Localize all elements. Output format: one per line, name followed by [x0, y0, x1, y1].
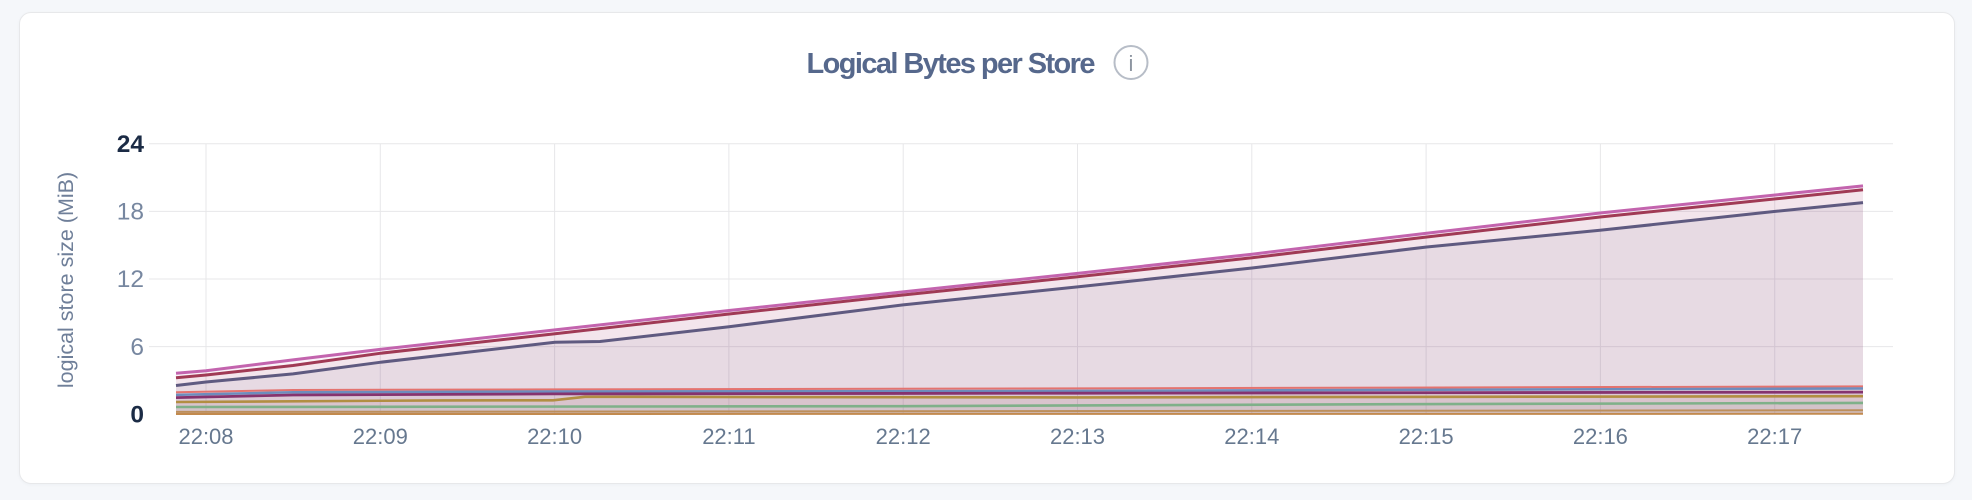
svg-text:Logical Bytes per Store: Logical Bytes per Store — [807, 48, 1096, 80]
svg-text:6: 6 — [130, 334, 144, 361]
svg-text:22:08: 22:08 — [178, 424, 233, 449]
svg-text:0: 0 — [130, 401, 144, 428]
svg-text:18: 18 — [117, 199, 144, 226]
svg-text:22:17: 22:17 — [1747, 424, 1802, 449]
svg-text:22:14: 22:14 — [1224, 424, 1279, 449]
svg-text:22:13: 22:13 — [1050, 424, 1105, 449]
svg-text:24: 24 — [117, 131, 145, 158]
svg-text:22:15: 22:15 — [1399, 424, 1454, 449]
svg-text:22:11: 22:11 — [702, 424, 755, 449]
svg-text:i: i — [1129, 51, 1134, 76]
svg-text:22:12: 22:12 — [876, 424, 931, 449]
svg-text:22:09: 22:09 — [353, 424, 408, 449]
svg-text:logical store size (MiB): logical store size (MiB) — [54, 172, 78, 388]
svg-text:22:10: 22:10 — [527, 424, 582, 449]
svg-text:12: 12 — [117, 266, 144, 293]
svg-text:22:16: 22:16 — [1573, 424, 1628, 449]
